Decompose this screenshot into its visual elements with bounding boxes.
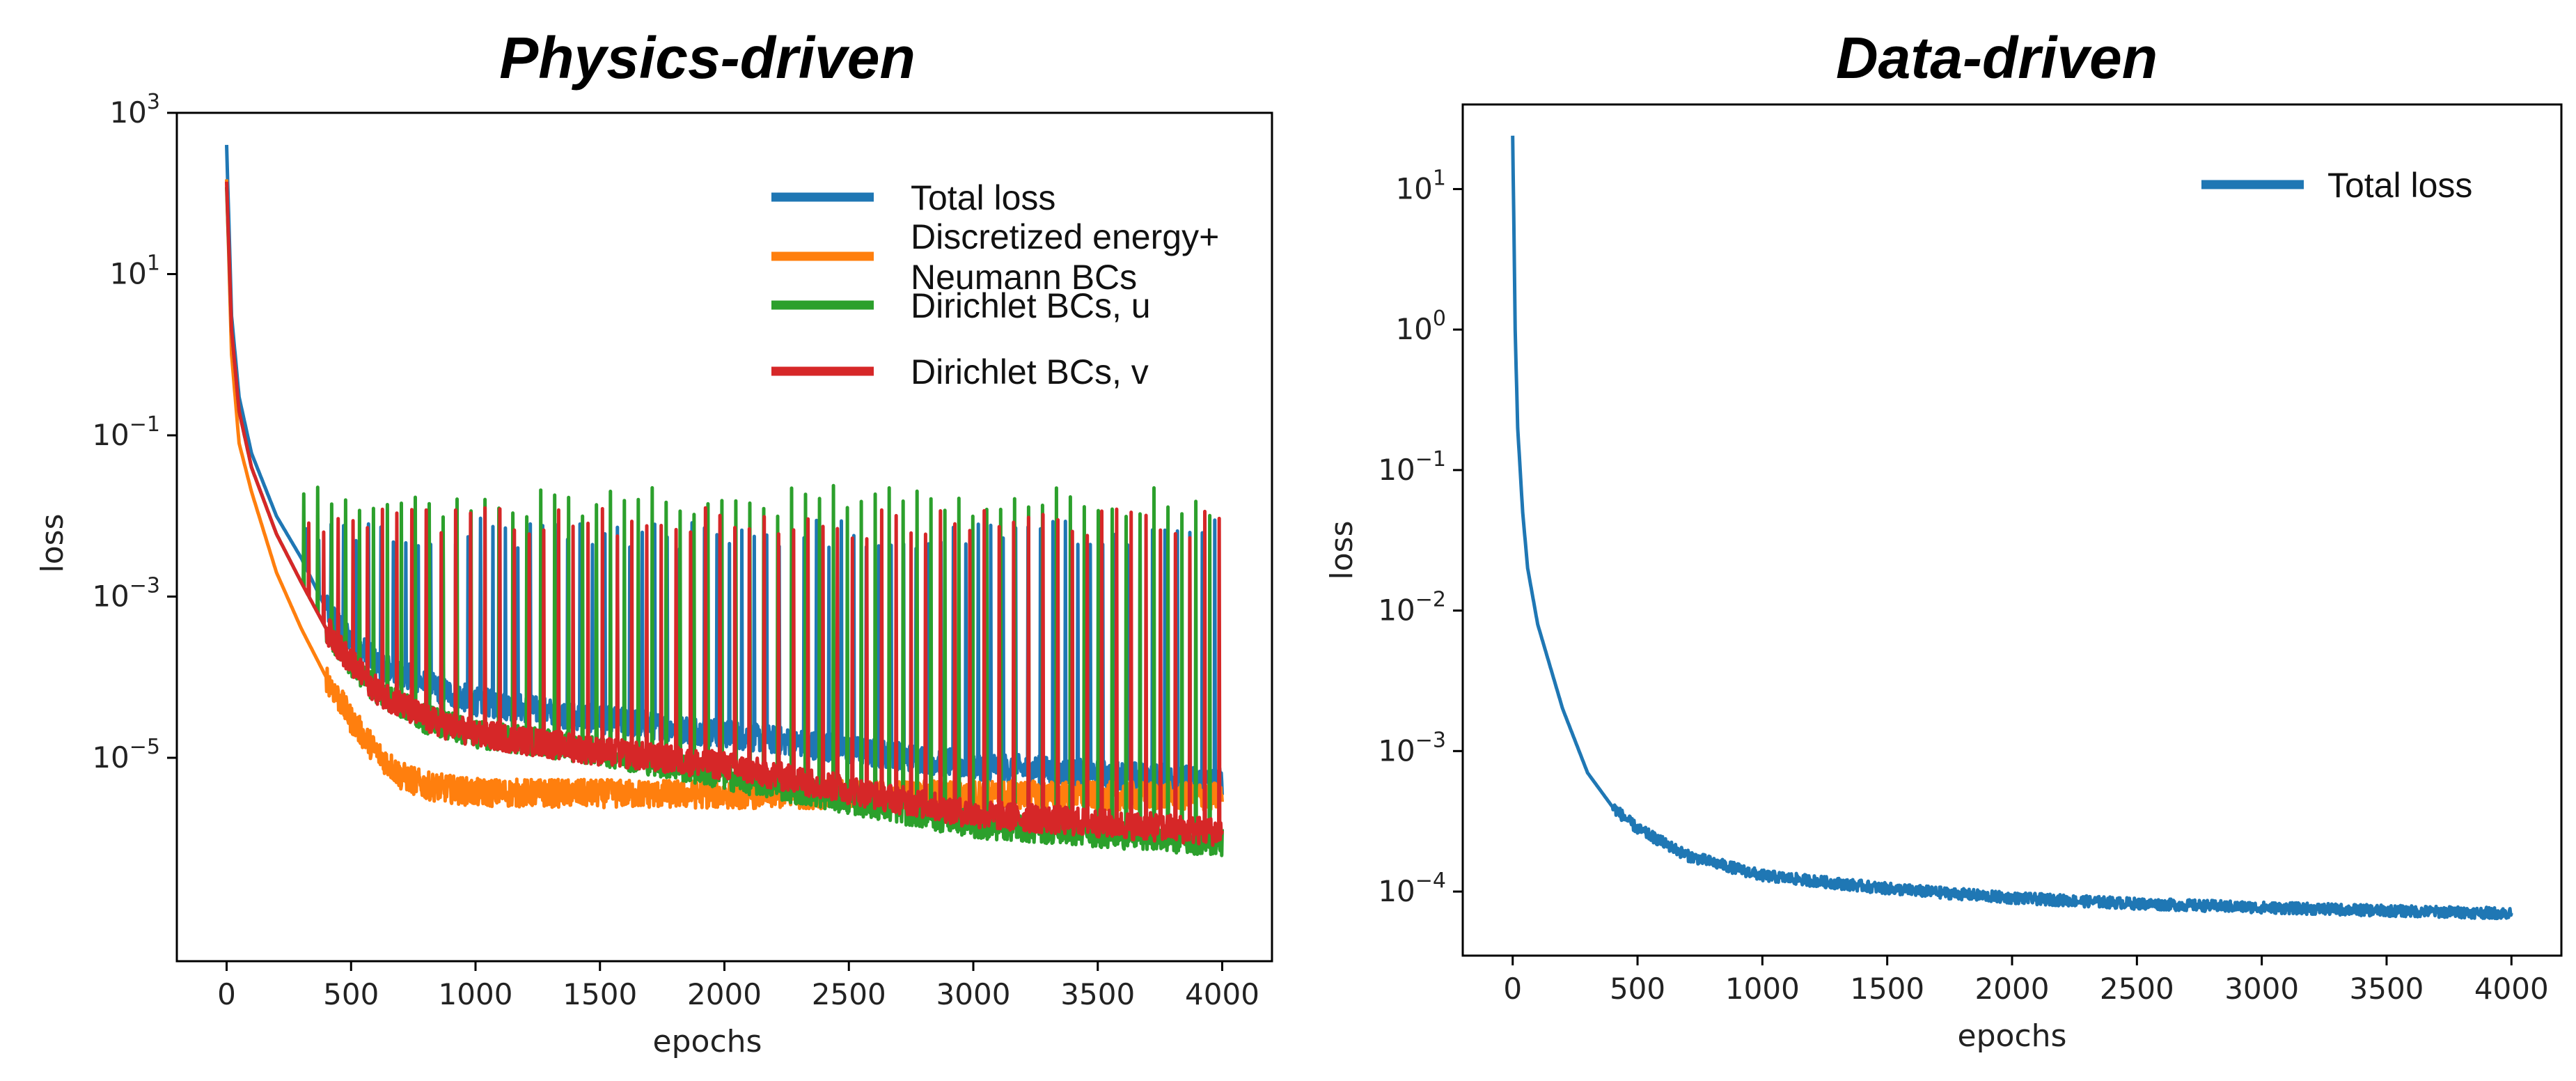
y-tick-label: 10−4 <box>1378 869 1446 908</box>
y-tick-label: 10−5 <box>92 735 160 775</box>
plot-area <box>225 145 1224 857</box>
legend-label: Total loss <box>911 178 1055 217</box>
y-tick-label: 103 <box>109 90 160 130</box>
x-tick-label: 4000 <box>2474 972 2549 1006</box>
y-axis-label: loss <box>35 514 70 573</box>
x-tick-label: 500 <box>1610 972 1665 1006</box>
x-tick-label: 0 <box>217 977 236 1011</box>
y-tick-label: 10−3 <box>92 573 160 613</box>
y-tick-label: 10−1 <box>1378 447 1446 487</box>
chart-title: Data-driven <box>1836 25 2158 91</box>
y-tick-label: 10−1 <box>92 412 160 452</box>
legend-label: Neumann BCs <box>911 258 1137 297</box>
y-tick-label: 101 <box>109 251 160 290</box>
series-line <box>1511 135 2513 921</box>
y-axis-label: loss <box>1324 521 1360 580</box>
plot-frame <box>1461 103 2563 957</box>
x-tick-label: 3000 <box>2224 972 2299 1006</box>
x-tick-label: 1000 <box>439 977 513 1011</box>
legend-label: Dirichlet BCs, u <box>911 286 1151 325</box>
series-line <box>225 181 1224 847</box>
plot-area <box>1511 135 2513 921</box>
chart-title: Physics-driven <box>499 25 916 91</box>
x-tick-label: 3500 <box>1060 977 1135 1011</box>
data-driven-panel: Data-driven epochs loss 0 500 1000 1500 2000… <box>1324 25 2563 1054</box>
x-tick-label: 1500 <box>563 977 637 1011</box>
x-tick-label: 2500 <box>812 977 886 1011</box>
axis-ticks: 0 500 1000 1500 2000 2500 3000 3500 4000 101 100 10… <box>1378 166 2548 1006</box>
y-tick-label: 10−2 <box>1378 588 1446 628</box>
x-tick-label: 2000 <box>687 977 762 1011</box>
y-tick-label: 10−3 <box>1378 728 1446 768</box>
y-tick-label: 101 <box>1395 166 1446 205</box>
x-tick-label: 3000 <box>936 977 1011 1011</box>
x-tick-label: 4000 <box>1185 977 1259 1011</box>
x-tick-label: 1000 <box>1725 972 1800 1006</box>
legend-label: Total loss <box>2327 166 2472 205</box>
legend: Total loss <box>2201 166 2472 205</box>
legend-label: Discretized energy+ <box>911 217 1219 256</box>
legend-label: Dirichlet BCs, v <box>911 352 1149 391</box>
x-axis-label: epochs <box>1958 1018 2067 1054</box>
y-tick-label: 100 <box>1395 306 1446 346</box>
physics-driven-panel: Physics-driven epochs loss 0 500 1000 1500 2… <box>35 25 1273 1059</box>
x-tick-label: 2500 <box>2100 972 2174 1006</box>
x-tick-label: 2000 <box>1975 972 2050 1006</box>
axis-ticks: 0 500 1000 1500 2000 2500 3000 3500 4000 103 101 10… <box>92 90 1259 1011</box>
x-axis-label: epochs <box>653 1024 762 1059</box>
x-tick-label: 500 <box>323 977 379 1011</box>
x-tick-label: 3500 <box>2350 972 2424 1006</box>
x-tick-label: 1500 <box>1850 972 1924 1006</box>
x-tick-label: 0 <box>1503 972 1522 1006</box>
